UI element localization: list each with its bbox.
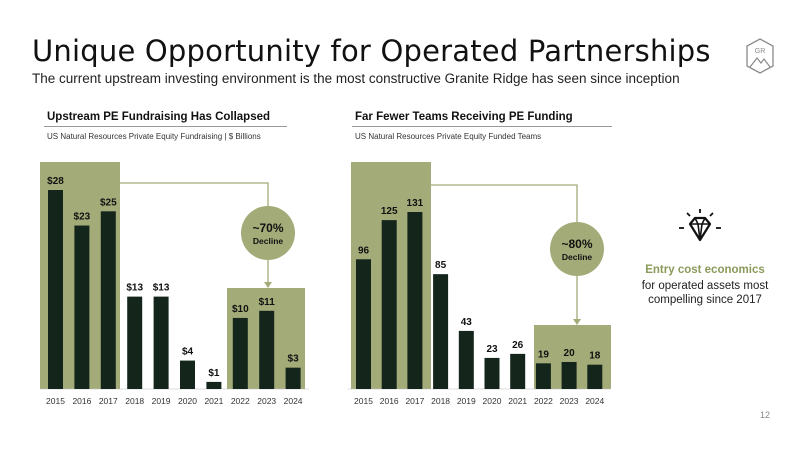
x-tick-label: 2019 — [457, 396, 476, 406]
sidebar-body-line2: compelling since 2017 — [648, 294, 762, 306]
decline-callout-value: ~80% — [561, 237, 592, 251]
bar-data-label: 43 — [461, 317, 473, 328]
bar-data-label: $23 — [74, 212, 91, 223]
diamond-icon — [679, 209, 721, 242]
page-number: 12 — [759, 410, 770, 420]
bar — [407, 212, 423, 389]
x-tick-label: 2015 — [46, 396, 65, 406]
bar — [484, 357, 500, 389]
chart2-title: Far Fewer Teams Receiving PE Funding — [355, 111, 573, 123]
bar — [510, 353, 526, 389]
bar-data-label: $10 — [232, 304, 249, 315]
bar-data-label: 85 — [435, 260, 447, 271]
connector-line — [120, 182, 269, 206]
connector-line — [431, 184, 578, 222]
x-tick-label: 2022 — [534, 396, 553, 406]
x-tick-label: 2023 — [560, 396, 579, 406]
bar-data-label: $28 — [47, 176, 64, 187]
bar — [356, 259, 371, 389]
bar-data-label: $13 — [126, 283, 143, 294]
bar — [206, 381, 222, 389]
slide-subtitle: The current upstream investing environme… — [32, 71, 680, 86]
bar — [232, 317, 248, 389]
bar — [259, 310, 275, 389]
x-tick-label: 2024 — [284, 396, 303, 406]
bar — [127, 296, 143, 389]
bar — [48, 190, 63, 389]
bar — [285, 367, 301, 389]
bar — [587, 364, 603, 389]
bar-data-label: 19 — [538, 349, 550, 360]
x-tick-label: 2017 — [99, 396, 118, 406]
bar-data-label: 18 — [589, 351, 601, 362]
connector-arrowhead — [264, 282, 272, 288]
x-tick-label: 2024 — [585, 396, 604, 406]
sidebar-body-line1: for operated assets most — [641, 280, 769, 292]
bar-data-label: 96 — [358, 245, 370, 256]
bar-data-label: 131 — [407, 198, 424, 209]
x-tick-label: 2018 — [431, 396, 450, 406]
decline-callout-circle — [241, 206, 295, 260]
bar — [381, 220, 397, 389]
bar-data-label: $25 — [100, 197, 117, 208]
chart1-subtitle: US Natural Resources Private Equity Fund… — [47, 132, 261, 141]
chart2-subtitle: US Natural Resources Private Equity Fund… — [355, 132, 542, 141]
bar-data-label: 125 — [381, 206, 398, 217]
x-tick-label: 2017 — [405, 396, 424, 406]
x-tick-label: 2016 — [380, 396, 399, 406]
bar — [458, 330, 474, 389]
bar-data-label: 23 — [486, 344, 498, 355]
x-tick-label: 2021 — [204, 396, 223, 406]
chart1-title-rule — [44, 126, 287, 127]
connector-arrowhead — [573, 319, 581, 325]
bar-data-label: $4 — [182, 347, 194, 358]
x-tick-label: 2020 — [178, 396, 197, 406]
decline-callout-label: Decline — [253, 236, 284, 246]
bar-data-label: 26 — [512, 340, 524, 351]
x-tick-label: 2021 — [508, 396, 527, 406]
x-tick-label: 2015 — [354, 396, 373, 406]
chart1-title: Upstream PE Fundraising Has Collapsed — [47, 111, 271, 123]
bar — [153, 296, 169, 389]
x-tick-label: 2023 — [257, 396, 276, 406]
x-tick-label: 2022 — [231, 396, 250, 406]
decline-callout-circle — [550, 222, 604, 276]
logo-text: GR — [755, 48, 766, 55]
decline-callout-value: ~70% — [252, 221, 283, 235]
bar — [535, 363, 551, 389]
bar — [433, 274, 449, 389]
bar-data-label: $13 — [153, 283, 170, 294]
bar-data-label: 20 — [564, 348, 576, 359]
chart2-title-rule — [352, 126, 612, 127]
bar — [74, 225, 90, 389]
bar-data-label: $11 — [259, 297, 276, 308]
bar — [180, 360, 195, 389]
slide-title: Unique Opportunity for Operated Partners… — [32, 34, 711, 68]
x-tick-label: 2016 — [72, 396, 91, 406]
sidebar-body: for operated assets most compelling sinc… — [620, 279, 790, 307]
sidebar-heading: Entry cost economics — [645, 264, 765, 276]
company-logo-icon: GR — [746, 38, 774, 74]
bar-data-label: $1 — [208, 368, 220, 379]
x-tick-label: 2019 — [152, 396, 171, 406]
decline-callout-label: Decline — [562, 252, 593, 262]
bar-data-label: $3 — [288, 354, 300, 365]
x-tick-label: 2020 — [483, 396, 502, 406]
bar — [100, 211, 116, 389]
x-tick-label: 2018 — [125, 396, 144, 406]
bar — [561, 361, 577, 389]
